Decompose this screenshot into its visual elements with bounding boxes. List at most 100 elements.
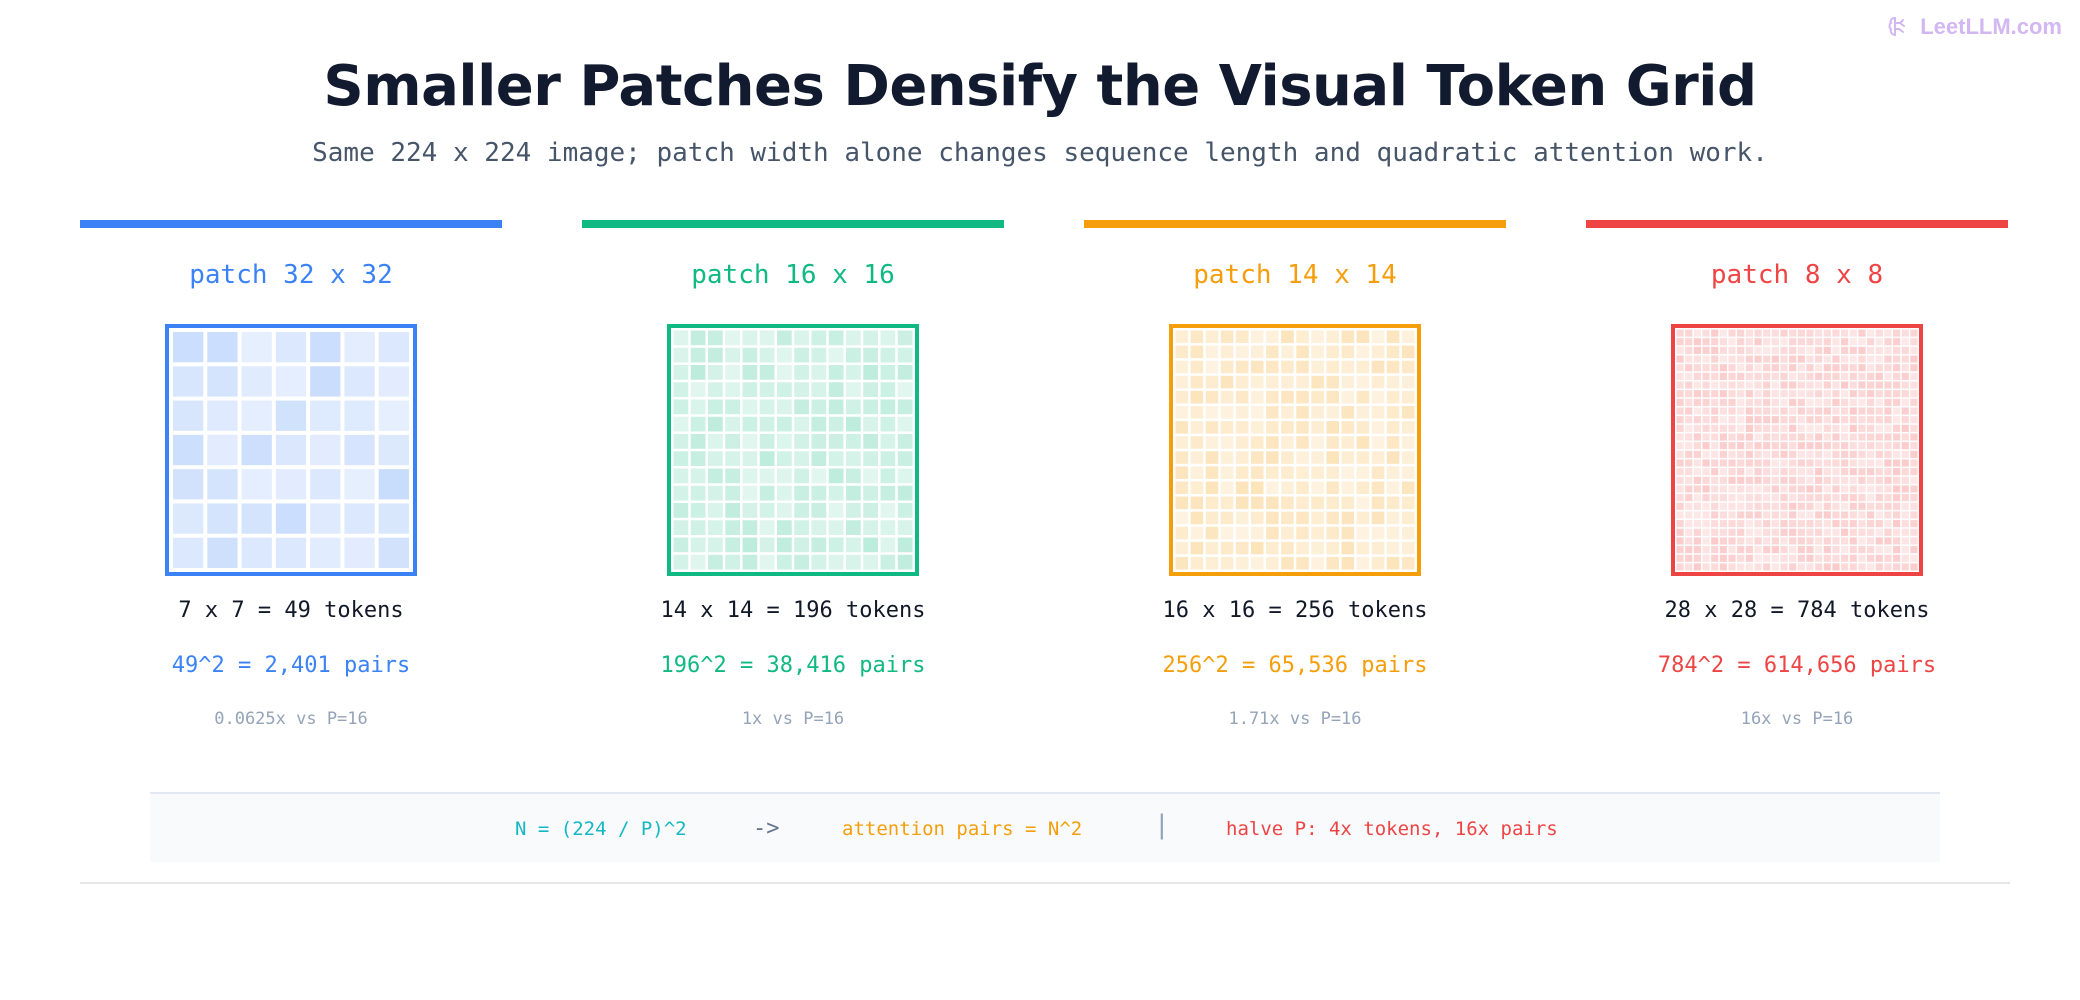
patch-cell: [1884, 381, 1892, 389]
patch-cell: [1728, 433, 1736, 441]
patch-cell: [1235, 451, 1249, 464]
patch-cell: [1685, 338, 1693, 346]
patch-cell: [1780, 338, 1788, 346]
patch-cell: [1806, 511, 1814, 519]
patch-cell: [1281, 360, 1294, 374]
patch-cell: [1676, 537, 1684, 545]
patch-cell: [1893, 424, 1901, 432]
patch-cell: [725, 382, 740, 397]
patch-cell: [241, 469, 272, 500]
patch-cell: [1190, 451, 1204, 464]
patch-cell: [1356, 481, 1370, 495]
patch-cell: [1728, 476, 1736, 484]
patch-cell: [1401, 496, 1415, 510]
relative-ratio: 0.0625x vs P=16: [214, 709, 368, 729]
patch-cell: [708, 365, 723, 380]
patch-cell: [1685, 329, 1693, 337]
patch-cell: [1789, 398, 1797, 406]
patch-cell: [1771, 355, 1779, 363]
patch-cell: [1702, 407, 1710, 415]
patch-cell: [1771, 485, 1779, 493]
panel-accent-bar: [1084, 220, 1506, 228]
patch-cell: [863, 347, 878, 363]
patch-cell: [1754, 416, 1762, 424]
patch-cell: [1386, 556, 1400, 570]
patch-cell: [1235, 436, 1249, 449]
patch-cell: [1884, 511, 1892, 519]
patch-cell: [690, 485, 706, 501]
patch-cell: [1175, 436, 1189, 449]
patch-cell: [1190, 405, 1204, 419]
patch-cell: [1823, 494, 1831, 502]
patch-cell: [1867, 407, 1875, 415]
patch-cell: [811, 451, 827, 466]
patch-cell: [1728, 416, 1736, 424]
patch-cell: [1235, 421, 1249, 434]
patch-cell: [1693, 546, 1701, 554]
patch-cell: [1901, 537, 1909, 545]
patch-cell: [759, 434, 775, 449]
patch-cell: [1693, 468, 1701, 476]
patch-cell: [1235, 526, 1249, 540]
patch-cell: [1806, 459, 1814, 467]
patch-cell: [1266, 436, 1279, 449]
patch-cell: [1205, 481, 1219, 495]
patch-cell: [1745, 398, 1753, 406]
patch-cell: [725, 520, 740, 535]
patch-cell: [1763, 494, 1771, 502]
patch-cell: [1401, 360, 1415, 374]
patch-cell: [241, 332, 272, 363]
patch-cell: [1884, 554, 1892, 562]
patch-cell: [1875, 502, 1883, 510]
patch-cell: [1754, 468, 1762, 476]
patch-cell: [1884, 468, 1892, 476]
patch-cell: [897, 365, 913, 380]
patch-cell: [1711, 442, 1719, 450]
patch-cell: [794, 554, 809, 570]
patch-cell: [1789, 416, 1797, 424]
patch-cell: [1763, 511, 1771, 519]
patch-cell: [863, 434, 878, 449]
patch-cell: [1867, 398, 1875, 406]
patch-cell: [811, 520, 827, 535]
brand-logo[interactable]: LeetLLM.com: [1886, 14, 2062, 40]
patch-cell: [1806, 424, 1814, 432]
patch-cell: [1867, 329, 1875, 337]
patch-cell: [1875, 390, 1883, 398]
patch-cell: [1737, 338, 1745, 346]
patch-cell: [1281, 405, 1294, 419]
patch-cell: [690, 434, 706, 449]
patch-cell: [1849, 485, 1857, 493]
patch-cell: [1693, 494, 1701, 502]
patch-cell: [1910, 424, 1918, 432]
patch-cell: [1780, 528, 1788, 536]
patch-cell: [1893, 511, 1901, 519]
patch-cell: [1754, 494, 1762, 502]
patch-cell: [1841, 485, 1849, 493]
patch-cell: [725, 503, 740, 518]
patch-cell: [1693, 407, 1701, 415]
patch-cell: [1685, 364, 1693, 372]
patch-cell: [1235, 466, 1249, 479]
patch-cell: [1875, 338, 1883, 346]
brand-text: LeetLLM.com: [1920, 14, 2062, 39]
patch-cell: [1737, 485, 1745, 493]
patch-cell: [1789, 511, 1797, 519]
patch-cell: [897, 520, 913, 535]
patch-cell: [1190, 511, 1204, 525]
patch-cell: [846, 520, 861, 535]
patch-cell: [1867, 424, 1875, 432]
patch-cell: [1728, 450, 1736, 458]
patch-cell: [1841, 520, 1849, 528]
patch-cell: [1676, 416, 1684, 424]
patch-cell: [1711, 485, 1719, 493]
patch-cell: [1849, 450, 1857, 458]
patch-cell: [1693, 442, 1701, 450]
patch-cell: [1875, 511, 1883, 519]
patch-cell: [708, 330, 723, 346]
patch-cell: [863, 382, 878, 397]
patch-cell: [1326, 496, 1340, 510]
patch-cell: [1356, 390, 1370, 404]
patch-cell: [1737, 494, 1745, 502]
patch-cell: [1823, 476, 1831, 484]
